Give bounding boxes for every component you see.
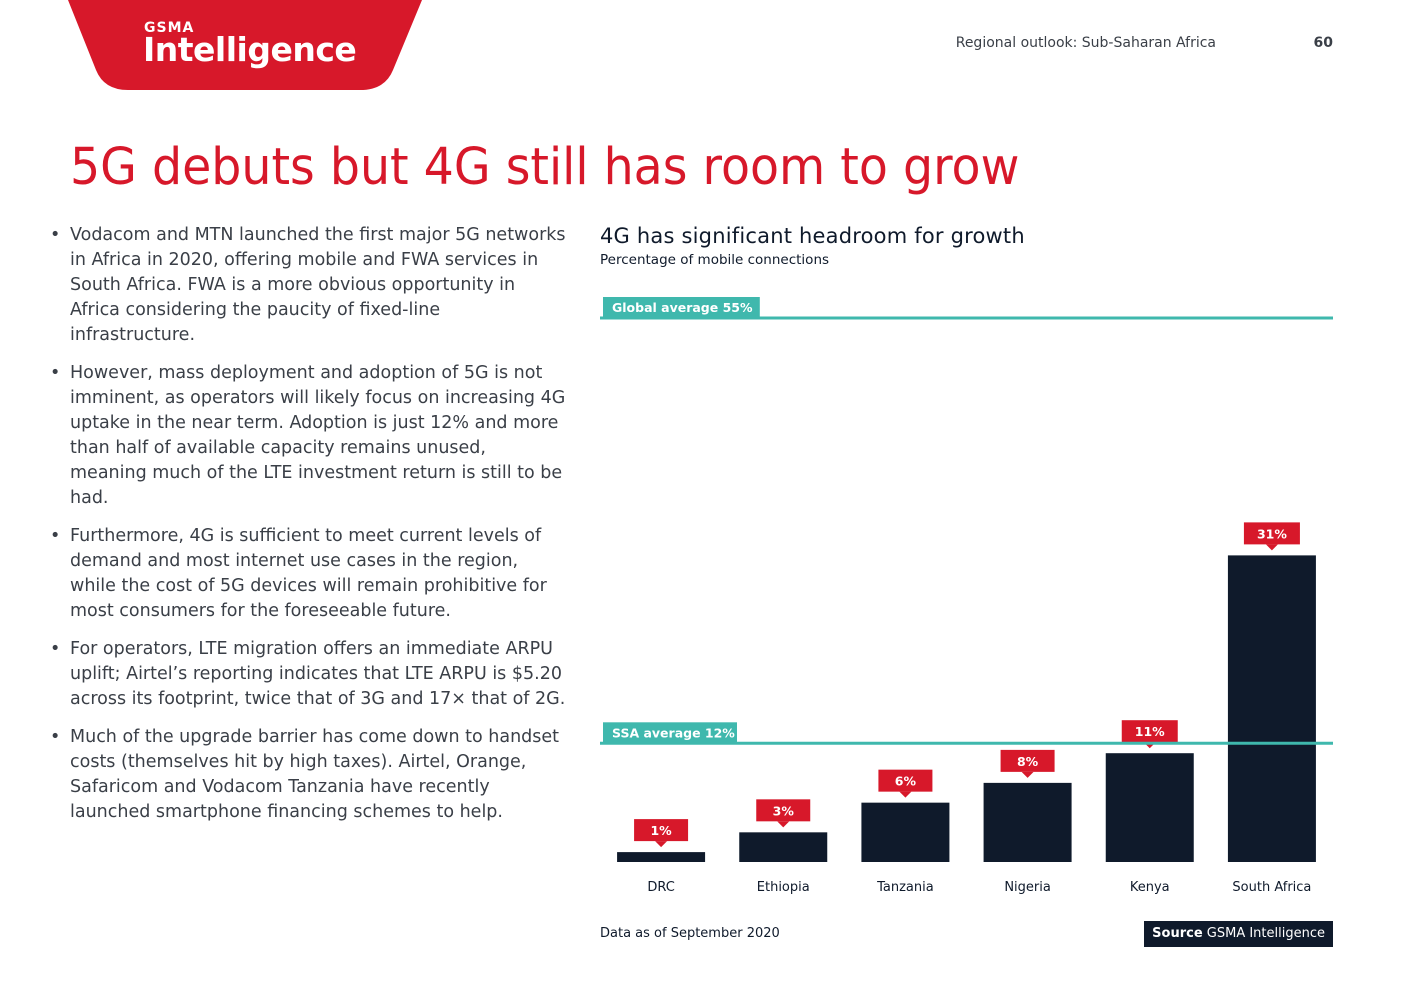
- value-label: 1%: [650, 823, 672, 838]
- value-label-box: [756, 799, 811, 822]
- logo-gsma-text: GSMA: [144, 20, 195, 36]
- bar-drc: [617, 852, 706, 862]
- page-title: 5G debuts but 4G still has room to grow: [70, 138, 1020, 197]
- bullet-item: For operators, LTE migration offers an i…: [48, 637, 568, 712]
- source-box: Source GSMA Intelligence: [1144, 921, 1333, 947]
- source-text: GSMA Intelligence: [1206, 926, 1325, 941]
- section-label: Regional outlook: Sub-Saharan Africa: [955, 35, 1216, 51]
- category-label: Nigeria: [1004, 880, 1051, 895]
- gsma-intelligence-logo: GSMA Intelligence: [68, 0, 424, 90]
- category-label: DRC: [647, 880, 674, 895]
- reference-line-label: SSA average 12%: [612, 725, 735, 740]
- bar-nigeria: [983, 782, 1072, 862]
- bullet-item: Much of the upgrade barrier has come dow…: [48, 725, 568, 825]
- value-label-box: [634, 819, 689, 842]
- value-label: 11%: [1135, 724, 1165, 739]
- chart-title: 4G has significant headroom for growth: [600, 224, 1025, 248]
- category-label: Kenya: [1130, 880, 1170, 895]
- value-label-pointer: [655, 841, 668, 848]
- value-label: 3%: [773, 803, 795, 818]
- value-label: 31%: [1257, 526, 1287, 541]
- category-label: Ethiopia: [757, 880, 810, 895]
- reference-line-label: Global average 55%: [612, 300, 753, 315]
- value-label-pointer: [1265, 544, 1278, 551]
- bar-south-africa: [1227, 555, 1316, 862]
- value-label-box: [1121, 720, 1178, 743]
- logo-shape: [68, 0, 422, 90]
- bar-ethiopia: [739, 832, 828, 862]
- bullet-item: Vodacom and MTN launched the first major…: [48, 223, 568, 348]
- reference-line-tag: [603, 297, 760, 317]
- value-label-box: [1243, 522, 1300, 545]
- bullet-list: Vodacom and MTN launched the first major…: [48, 223, 568, 838]
- value-label-pointer: [777, 821, 790, 828]
- chart-subtitle: Percentage of mobile connections: [600, 252, 830, 268]
- value-label-box: [1000, 749, 1055, 772]
- bar-tanzania: [861, 802, 950, 862]
- value-label-pointer: [1021, 771, 1034, 778]
- value-label: 6%: [895, 774, 917, 789]
- bullet-item: Furthermore, 4G is sufficient to meet cu…: [48, 524, 568, 624]
- value-label: 8%: [1017, 754, 1039, 769]
- reference-line-tag: [603, 722, 737, 743]
- category-label: South Africa: [1232, 880, 1311, 895]
- bullet-item: However, mass deployment and adoption of…: [48, 361, 568, 511]
- value-label-box: [878, 769, 933, 792]
- data-date-footnote: Data as of September 2020: [600, 926, 780, 941]
- value-label-pointer: [899, 791, 912, 798]
- logo-intelligence-text: Intelligence: [143, 30, 357, 69]
- bar-kenya: [1105, 753, 1194, 862]
- category-label: Tanzania: [876, 880, 934, 895]
- source-label: Source: [1152, 926, 1203, 941]
- page-number: 60: [1313, 35, 1333, 51]
